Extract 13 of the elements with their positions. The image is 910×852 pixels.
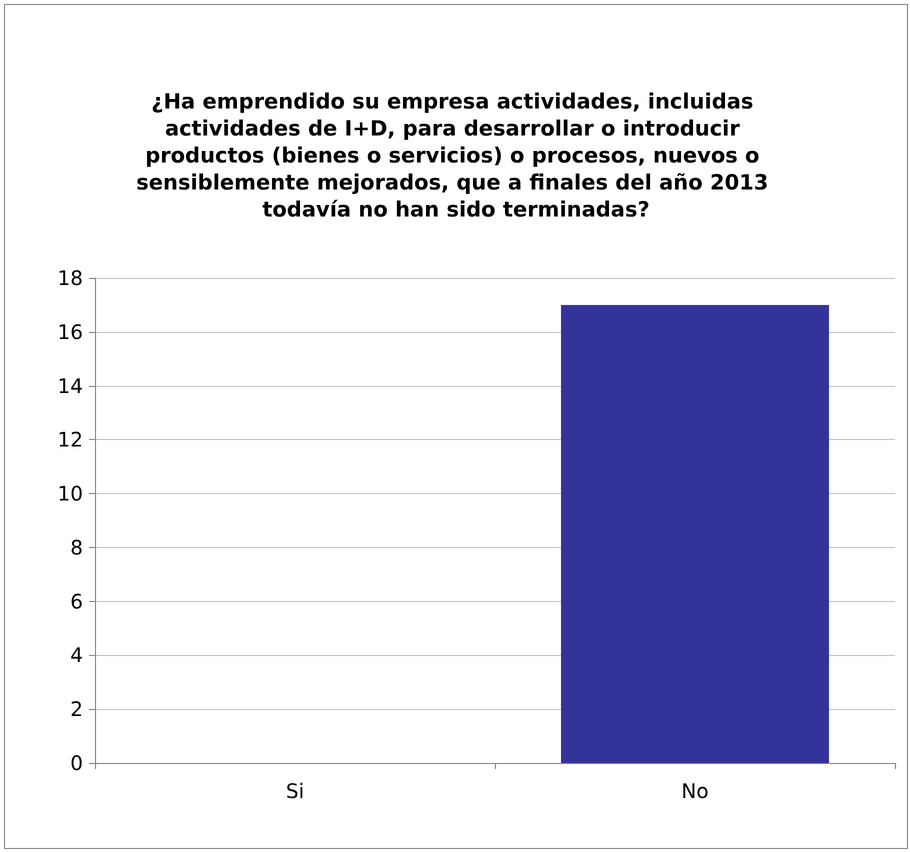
chart-title: ¿Ha emprendido su empresa actividades, incluidas actividades de I+D, para desarrollar o introducir productos (bienes o servicios) o procesos, nuevos o sensiblemente mejorados, que a finales del año 2013 todavía no han sido terminadas?	[136, 90, 776, 222]
y-tick-label: 6	[70, 589, 83, 614]
x-tick-label: Si	[286, 779, 304, 803]
y-tick-label: 4	[70, 643, 83, 668]
y-tick-label: 2	[70, 697, 83, 722]
y-tick-label: 10	[58, 482, 83, 506]
y-tick-label: 0	[70, 751, 83, 775]
y-tick-label: 14	[58, 374, 83, 398]
y-tick-label: 12	[58, 428, 83, 452]
y-tick-label: 8	[70, 535, 83, 560]
y-tick-label: 18	[58, 266, 83, 290]
y-tick-label: 16	[58, 320, 83, 344]
x-tick-label: No	[681, 779, 709, 803]
